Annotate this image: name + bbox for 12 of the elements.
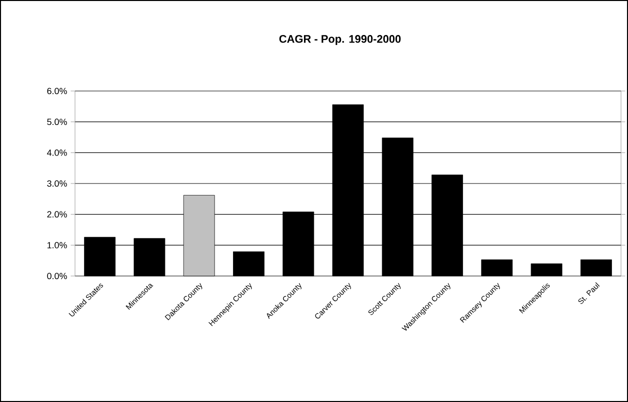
chart-title: CAGR - Pop. 1990-2000 (279, 35, 401, 45)
y-tick-label: 3.0% (47, 180, 67, 187)
bar (481, 259, 513, 276)
y-tick-label: 6.0% (47, 88, 67, 94)
y-tick-label: 1.0% (47, 242, 67, 248)
y-tick-label: 2.0% (47, 211, 67, 218)
bar (530, 263, 562, 276)
y-tick-label: 5.0% (47, 118, 67, 126)
bar (233, 251, 264, 276)
y-tick-label: 0.0% (47, 272, 67, 280)
bar (580, 259, 612, 276)
y-tick-label: 4.0% (47, 149, 67, 156)
